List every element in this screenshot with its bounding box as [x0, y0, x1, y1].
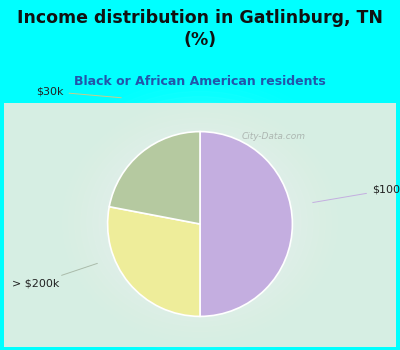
- Circle shape: [123, 155, 277, 289]
- Text: $100k: $100k: [313, 184, 400, 203]
- Bar: [4, 103, 396, 346]
- Circle shape: [135, 166, 265, 279]
- Circle shape: [178, 203, 222, 242]
- Circle shape: [190, 214, 210, 231]
- Wedge shape: [108, 207, 200, 316]
- Text: > $200k: > $200k: [12, 264, 97, 289]
- Wedge shape: [200, 132, 292, 316]
- Text: $30k: $30k: [36, 86, 121, 98]
- Circle shape: [184, 208, 216, 236]
- Circle shape: [117, 150, 283, 295]
- Circle shape: [166, 192, 234, 252]
- Circle shape: [154, 182, 246, 263]
- Text: City-Data.com: City-Data.com: [242, 132, 306, 141]
- Circle shape: [172, 197, 228, 247]
- Circle shape: [129, 160, 271, 284]
- Circle shape: [111, 145, 289, 300]
- Circle shape: [160, 187, 240, 258]
- Text: Black or African American residents: Black or African American residents: [74, 75, 326, 88]
- Wedge shape: [109, 132, 200, 224]
- Circle shape: [196, 219, 204, 226]
- Circle shape: [105, 139, 295, 306]
- Text: Income distribution in Gatlinburg, TN
(%): Income distribution in Gatlinburg, TN (%…: [17, 9, 383, 49]
- Circle shape: [148, 176, 252, 268]
- Circle shape: [99, 134, 301, 311]
- Circle shape: [141, 171, 259, 274]
